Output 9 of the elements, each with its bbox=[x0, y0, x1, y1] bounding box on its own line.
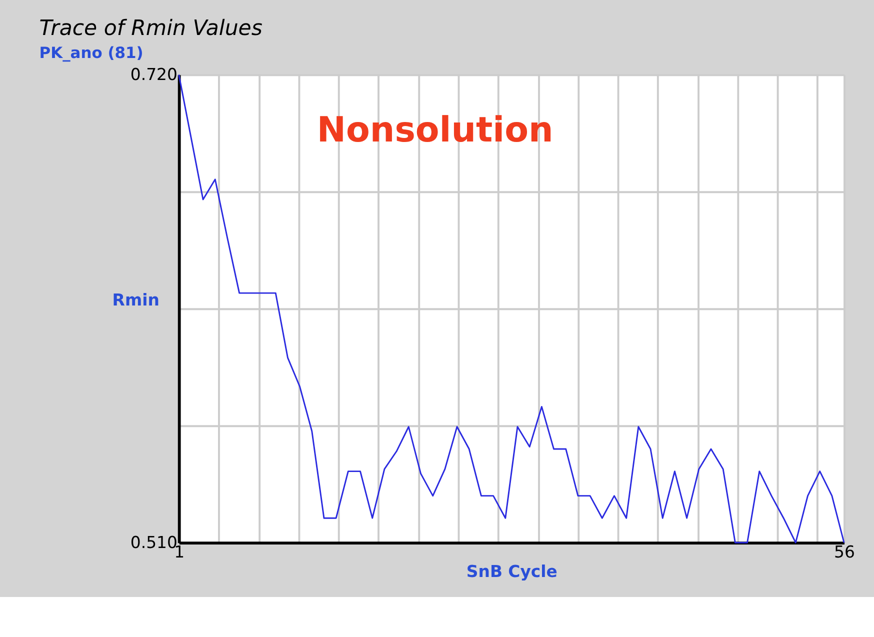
annotation: Nonsolution bbox=[316, 110, 554, 150]
x-tick-label: 56 bbox=[834, 542, 855, 562]
chart-subtitle: PK_ano (81) bbox=[39, 44, 144, 62]
y-tick-label: 0.510 bbox=[130, 532, 178, 552]
y-axis-title: Rmin bbox=[112, 290, 160, 310]
y-tick-label: 0.720 bbox=[130, 65, 178, 84]
chart-title: Trace of Rmin Values bbox=[39, 16, 262, 42]
x-axis-title: SnB Cycle bbox=[466, 562, 558, 581]
line-series bbox=[178, 74, 845, 544]
